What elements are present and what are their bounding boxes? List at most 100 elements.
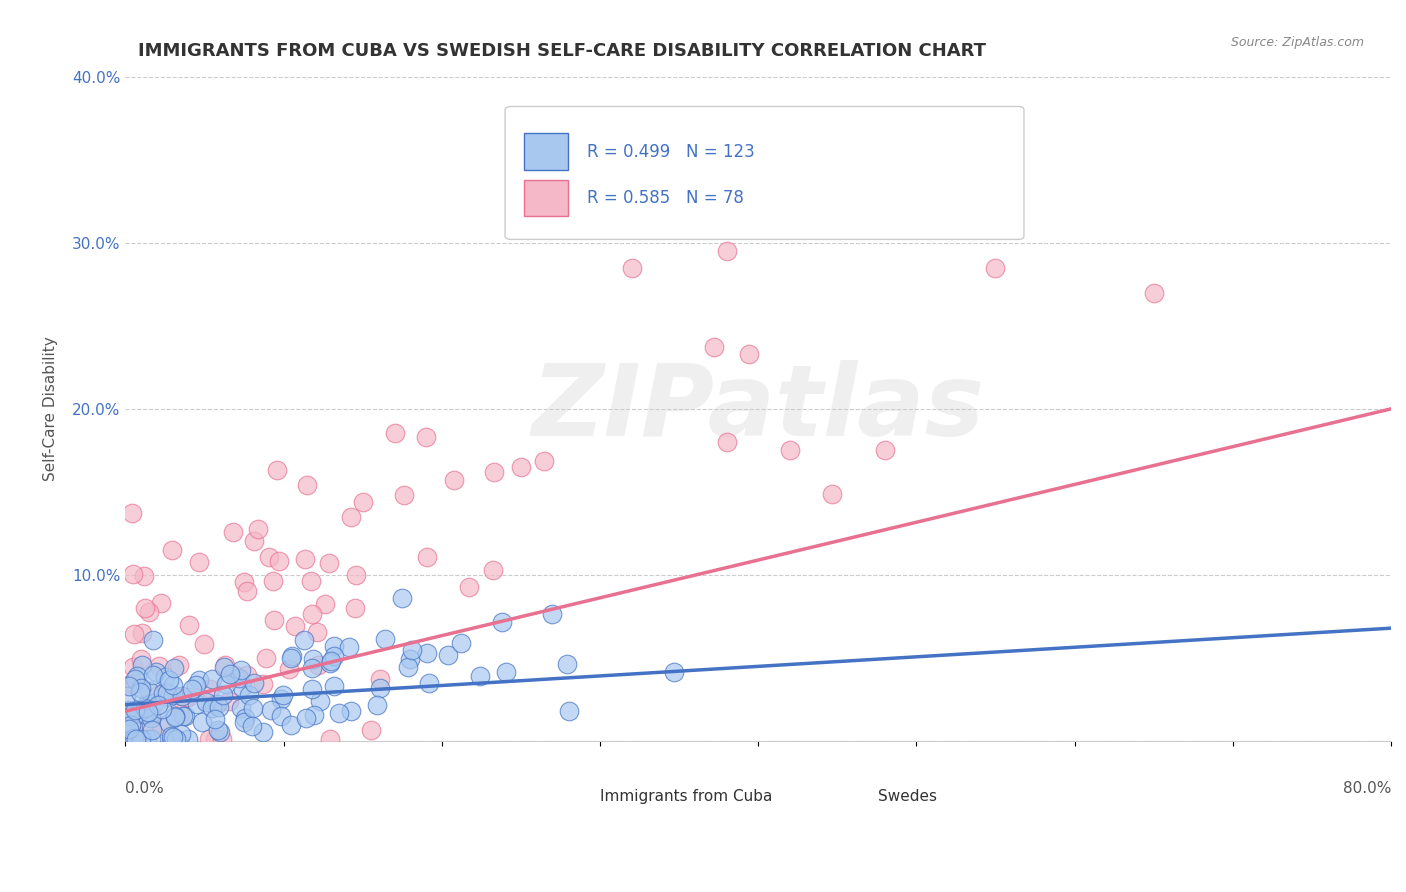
- Point: [138, 684, 160, 698]
- Point: [195, 695, 218, 709]
- Point: [368, 681, 391, 696]
- Point: [229, 663, 252, 677]
- Point: [148, 658, 170, 673]
- Point: [328, 706, 350, 721]
- Point: [214, 677, 236, 691]
- Point: [165, 708, 187, 723]
- Point: [233, 575, 256, 590]
- Point: [198, 682, 221, 697]
- Point: [124, 726, 146, 740]
- Point: [150, 596, 173, 610]
- Point: [124, 672, 146, 686]
- Point: [301, 681, 323, 696]
- Point: [716, 435, 738, 450]
- Point: [155, 670, 177, 684]
- Point: [299, 574, 322, 589]
- Point: [118, 679, 141, 693]
- FancyBboxPatch shape: [505, 106, 1024, 239]
- Point: [170, 690, 193, 704]
- Point: [558, 704, 581, 718]
- Point: [873, 443, 896, 458]
- Point: [254, 650, 277, 665]
- Point: [716, 244, 738, 258]
- Point: [160, 729, 183, 743]
- Point: [228, 671, 250, 685]
- Point: [134, 706, 156, 721]
- Point: [263, 613, 285, 627]
- Point: [163, 661, 186, 675]
- Point: [150, 719, 173, 733]
- Point: [337, 640, 360, 654]
- Point: [141, 711, 163, 725]
- Point: [148, 698, 170, 713]
- Point: [160, 543, 183, 558]
- Point: [437, 648, 460, 662]
- Point: [157, 673, 180, 687]
- Point: [165, 732, 187, 747]
- Point: [124, 703, 146, 717]
- Point: [509, 460, 531, 475]
- Point: [242, 701, 264, 715]
- Point: [120, 732, 142, 747]
- Point: [131, 658, 153, 673]
- Point: [238, 688, 260, 702]
- Point: [589, 202, 612, 217]
- Point: [179, 618, 201, 632]
- Point: [259, 549, 281, 564]
- Point: [142, 667, 165, 681]
- Point: [252, 677, 274, 691]
- Text: R = 0.499   N = 123: R = 0.499 N = 123: [588, 143, 755, 161]
- Point: [141, 723, 163, 738]
- Point: [295, 478, 318, 492]
- Point: [415, 430, 437, 444]
- Point: [201, 672, 224, 686]
- Text: Swedes: Swedes: [879, 789, 938, 804]
- Point: [122, 720, 145, 734]
- Point: [211, 732, 233, 747]
- Point: [145, 665, 167, 679]
- FancyBboxPatch shape: [555, 784, 588, 807]
- Point: [236, 668, 259, 682]
- Point: [267, 554, 290, 568]
- Point: [214, 660, 236, 674]
- Point: [120, 716, 142, 731]
- FancyBboxPatch shape: [834, 784, 866, 807]
- Point: [122, 566, 145, 581]
- Point: [443, 473, 465, 487]
- Point: [301, 607, 323, 621]
- Point: [295, 711, 318, 725]
- Point: [139, 732, 162, 747]
- Point: [307, 657, 329, 672]
- Point: [160, 732, 183, 747]
- Point: [301, 652, 323, 666]
- Point: [450, 636, 472, 650]
- Point: [184, 678, 207, 692]
- Point: [208, 724, 231, 739]
- Point: [205, 697, 228, 711]
- Point: [340, 509, 363, 524]
- Text: ZIPatlas: ZIPatlas: [531, 360, 984, 458]
- Point: [322, 679, 344, 693]
- Point: [135, 697, 157, 711]
- FancyBboxPatch shape: [524, 179, 568, 216]
- Point: [128, 685, 150, 699]
- Point: [156, 686, 179, 700]
- Point: [779, 443, 801, 458]
- Text: Source: ZipAtlas.com: Source: ZipAtlas.com: [1230, 36, 1364, 49]
- Point: [360, 723, 382, 737]
- Point: [396, 660, 419, 674]
- Point: [260, 703, 283, 717]
- Point: [278, 662, 301, 676]
- Point: [120, 677, 142, 691]
- Point: [294, 551, 316, 566]
- Point: [270, 709, 292, 723]
- Point: [162, 730, 184, 744]
- Point: [240, 719, 263, 733]
- Point: [207, 723, 229, 737]
- Point: [482, 466, 505, 480]
- Point: [129, 652, 152, 666]
- Point: [186, 697, 208, 711]
- Point: [262, 574, 284, 589]
- Point: [150, 702, 173, 716]
- Point: [218, 694, 240, 708]
